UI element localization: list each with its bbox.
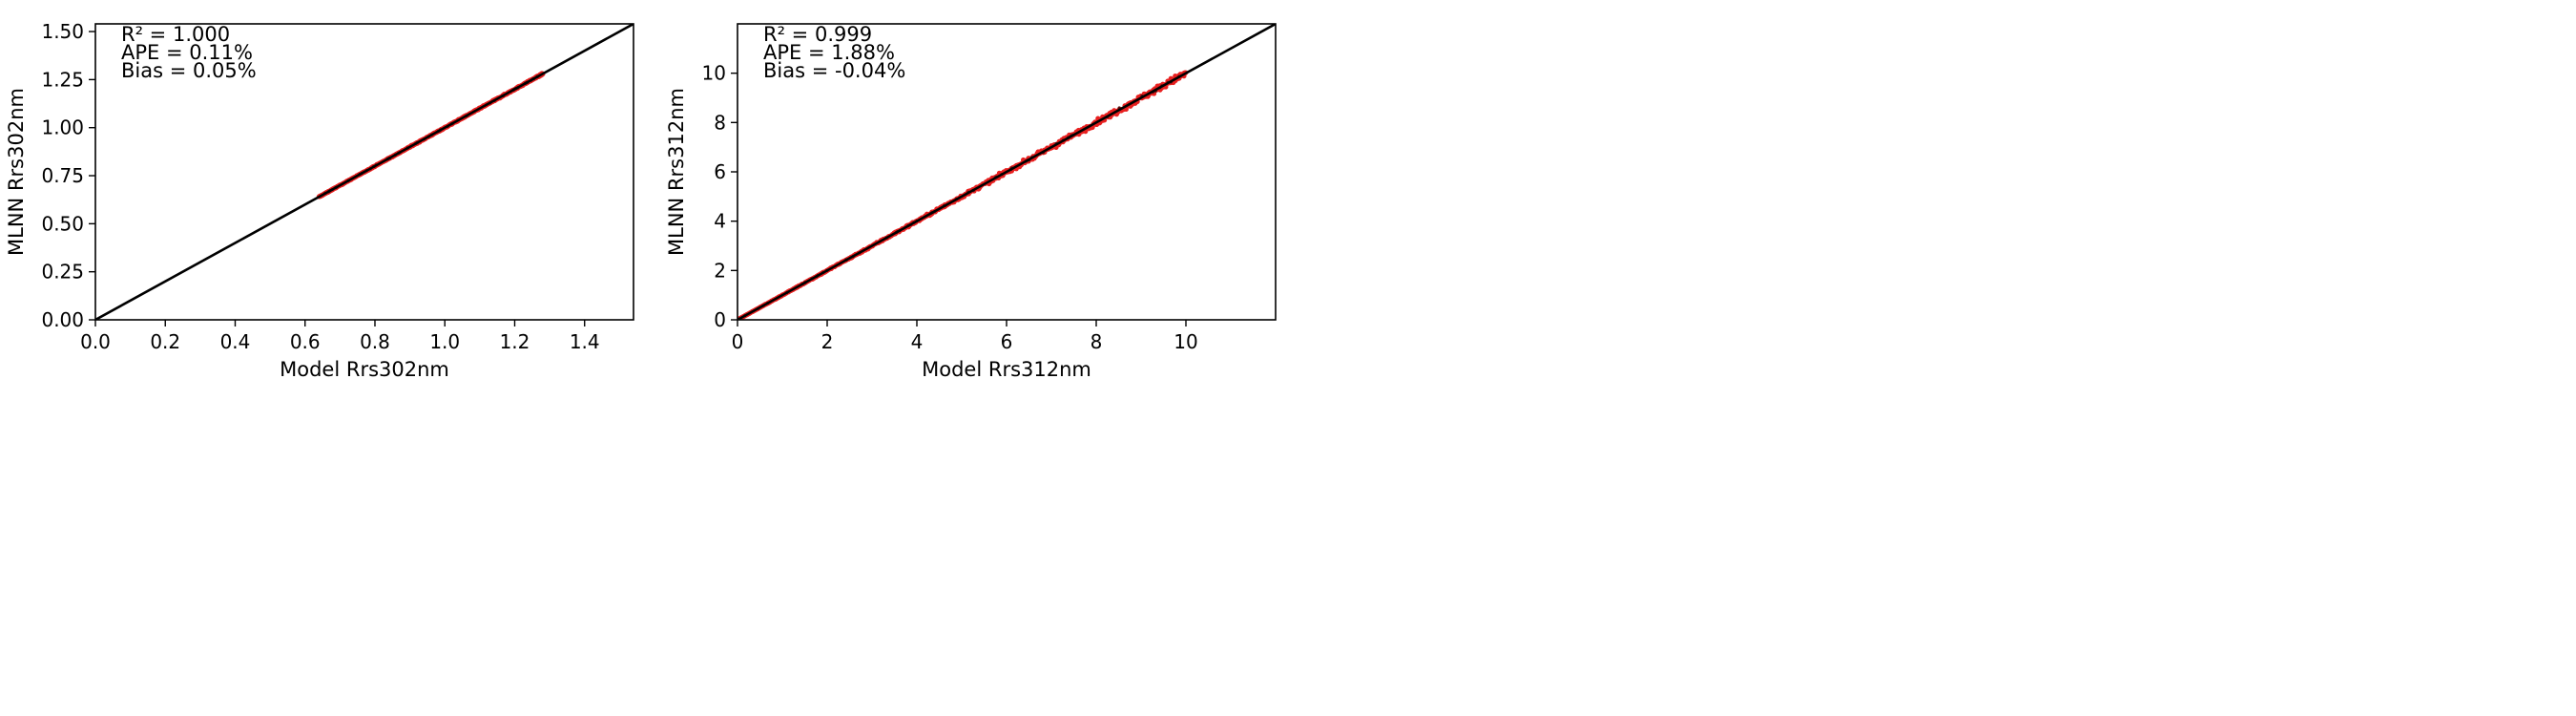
y-tick-label: 0.50 [41,212,84,235]
x-tick-label: 0.0 [80,330,111,353]
y-axis-label: MLNN Rrs312nm [665,88,688,256]
y-tick-label: 0.00 [41,308,84,331]
y-tick-label: 10 [702,62,726,85]
x-tick-label: 8 [1091,330,1103,353]
y-axis-label: MLNN Rrs302nm [5,88,28,256]
ape-text: APE = 1.88% [763,41,895,64]
x-tick-label: 0.6 [290,330,321,353]
stats-annotation: R² = 1.000 APE = 0.11% Bias = 0.05% [121,23,257,82]
x-axis-ticks: 0 2 4 6 8 10 [732,320,1198,353]
y-tick-label: 0.75 [41,164,84,187]
x-tick-label: 1.0 [429,330,460,353]
x-tick-label: 0.8 [360,330,390,353]
y-tick-label: 6 [714,160,726,183]
r-squared-text: R² = 0.999 [763,23,872,46]
y-tick-label: 1.50 [41,20,84,43]
x-tick-label: 1.2 [500,330,530,353]
y-tick-label: 8 [714,111,726,134]
x-tick-label: 1.4 [570,330,600,353]
scatter-panel-rrs312: 0 2 4 6 8 10 0 2 4 6 8 10 Model Rrs312nm MLNN Rrs3… [665,23,1277,381]
y-axis-ticks: 0 2 4 6 8 10 [702,62,737,331]
bias-text: Bias = 0.05% [121,59,257,82]
plot-marks [95,24,634,320]
r-squared-text: R² = 1.000 [121,23,230,46]
y-tick-label: 2 [714,259,726,282]
x-axis-ticks: 0.0 0.2 0.4 0.6 0.8 1.0 1.2 1.4 [80,320,600,353]
y-axis-ticks: 0.00 0.25 0.50 0.75 1.00 1.25 1.50 [41,20,95,331]
axes-frame [94,23,634,321]
ape-text: APE = 0.11% [121,41,253,64]
stats-annotation: R² = 0.999 APE = 1.88% Bias = -0.04% [763,23,905,82]
x-tick-label: 2 [821,330,834,353]
x-tick-label: 0 [732,330,744,353]
x-tick-label: 6 [1001,330,1013,353]
x-tick-label: 0.2 [150,330,180,353]
y-tick-label: 1.25 [41,68,84,91]
x-axis-label: Model Rrs302nm [280,358,449,381]
y-tick-label: 0 [714,308,726,331]
x-axis-label: Model Rrs312nm [922,358,1091,381]
plot-marks [737,24,1276,320]
one-to-one-line [95,24,634,320]
x-tick-label: 0.4 [220,330,251,353]
x-tick-label: 10 [1174,330,1197,353]
one-to-one-line [737,24,1276,320]
y-tick-label: 0.25 [41,261,84,284]
y-tick-label: 1.00 [41,116,84,139]
y-tick-label: 4 [714,210,726,233]
scatter-panel-rrs302: 0.0 0.2 0.4 0.6 0.8 1.0 1.2 1.4 0.00 0.25 0.50 0.7… [5,20,634,381]
x-tick-label: 4 [911,330,924,353]
bias-text: Bias = -0.04% [763,59,905,82]
